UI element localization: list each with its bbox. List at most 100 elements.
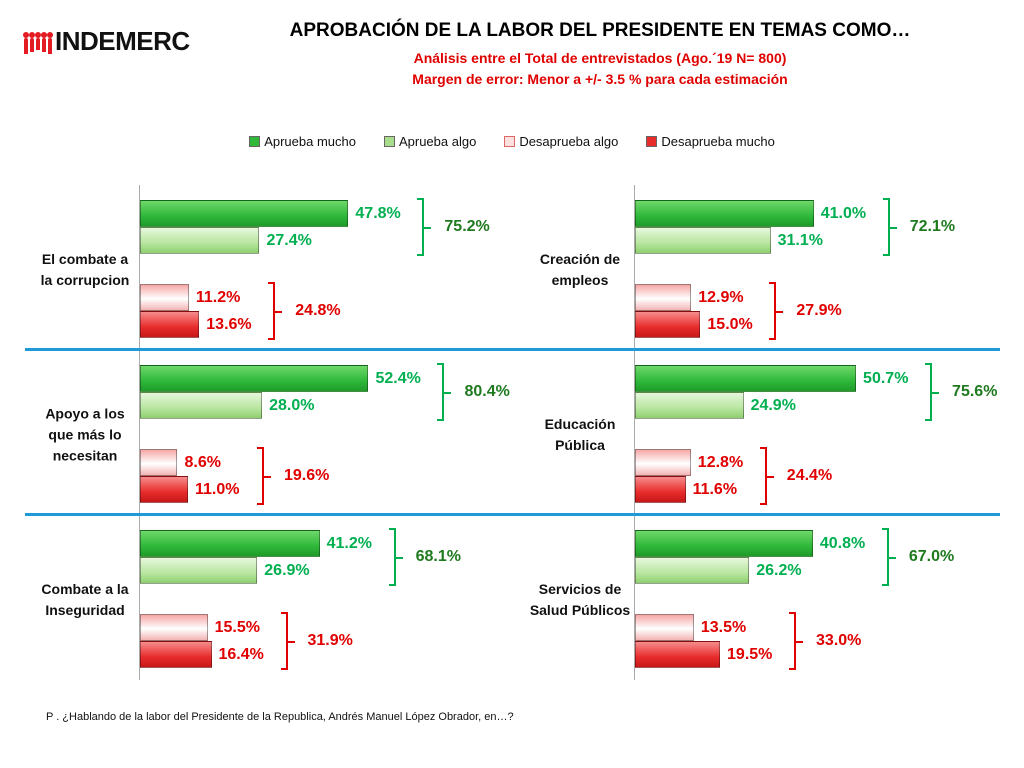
total-approve-total: 68.1% — [415, 548, 461, 565]
total-disapprove-total: 27.9% — [796, 302, 842, 319]
category-label-line: Creación de — [539, 251, 621, 267]
legend-item-desaprueba-algo: Desaprueba algo — [504, 134, 618, 149]
data-label: 26.9% — [264, 562, 310, 579]
legend-swatch — [646, 136, 658, 147]
category-label-line: que más lo — [48, 426, 122, 443]
bar-aprueba-mucho — [635, 365, 857, 392]
bar-desaprueba-algo — [140, 284, 189, 311]
total-approve-total: 75.2% — [444, 218, 490, 235]
bar-desaprueba-mucho — [635, 641, 721, 668]
category-label-line: empleos — [551, 272, 609, 288]
legend-label: Desaprueba algo — [519, 134, 619, 149]
category-label: Apoyo a los que más lo necesitan — [10, 404, 160, 467]
category-label-line: Servicios de — [538, 581, 622, 597]
bracket-disapprove-total — [280, 612, 295, 670]
data-label: 24.9% — [750, 397, 796, 414]
data-label: 41.0% — [820, 205, 867, 222]
bar-desaprueba-algo — [635, 614, 694, 641]
bar-desaprueba-mucho — [635, 311, 701, 338]
legend-label: Aprueba mucho — [264, 134, 356, 149]
category-label: Creación de empleos — [505, 249, 655, 291]
bracket-approve-total — [882, 198, 897, 256]
data-label: 8.6% — [184, 454, 221, 471]
data-label: 52.4% — [375, 370, 421, 387]
data-label: 26.2% — [756, 562, 802, 579]
bar-aprueba-algo — [635, 392, 744, 419]
bar-desaprueba-mucho — [140, 311, 200, 338]
category-axis — [634, 185, 635, 350]
data-label: 13.5% — [700, 619, 747, 636]
category-label-line: Salud Públicos — [529, 602, 631, 618]
bar-aprueba-algo — [140, 227, 260, 254]
category-label: Servicios de Salud Públicos — [505, 579, 655, 621]
data-label: 11.6% — [692, 481, 738, 498]
bar-aprueba-algo — [635, 557, 750, 584]
legend: Aprueba mucho Aprueba algo Desaprueba al… — [0, 134, 1024, 149]
bracket-approve-total — [437, 363, 452, 421]
logo-people-icon — [23, 32, 53, 54]
data-label: 31.1% — [777, 232, 823, 249]
data-label: 40.8% — [819, 535, 866, 552]
data-label: 28.0% — [269, 397, 315, 414]
category-label-line: la corrupcion — [40, 272, 130, 288]
bracket-approve-total — [388, 528, 403, 586]
category-axis — [139, 515, 140, 680]
legend-swatch — [504, 136, 516, 147]
total-disapprove-total: 31.9% — [307, 632, 353, 649]
bar-aprueba-algo — [635, 227, 771, 254]
data-label: 15.5% — [214, 619, 260, 636]
data-label: 50.7% — [863, 370, 909, 387]
bracket-approve-total — [925, 363, 940, 421]
category-axis — [139, 350, 140, 515]
bracket-approve-total — [881, 528, 896, 586]
category-label-line: Educación — [544, 416, 616, 432]
logo-text: INDEMERC — [55, 26, 190, 56]
data-label: 47.8% — [355, 205, 401, 222]
chart-subtitle-sample: Análisis entre el Total de entrevistados… — [413, 50, 787, 66]
bar-aprueba-mucho — [635, 530, 813, 557]
category-label: El combate a la corrupcion — [10, 249, 160, 291]
legend-item-aprueba-algo: Aprueba algo — [383, 134, 476, 149]
bar-aprueba-mucho — [140, 200, 349, 227]
data-label: 15.0% — [707, 316, 753, 333]
row-separator — [25, 513, 1000, 516]
data-label: 41.2% — [326, 535, 372, 552]
total-approve-total: 72.1% — [909, 218, 956, 235]
footnote: P . ¿Hablando de la labor del Presidente… — [46, 711, 514, 723]
legend-swatch — [383, 136, 395, 147]
data-label: 13.6% — [206, 316, 252, 333]
total-disapprove-total: 24.4% — [786, 467, 833, 484]
total-approve-total: 80.4% — [464, 383, 510, 400]
data-label: 12.9% — [698, 289, 744, 306]
data-label: 12.8% — [697, 454, 744, 471]
data-label: 11.0% — [194, 481, 240, 498]
category-label-line: Inseguridad — [45, 602, 125, 618]
category-axis — [139, 185, 140, 350]
data-label: 11.2% — [195, 289, 241, 306]
bar-aprueba-mucho — [140, 530, 320, 557]
category-label-line: necesitan — [52, 447, 118, 464]
total-disapprove-total: 33.0% — [816, 632, 862, 649]
bar-aprueba-algo — [140, 392, 263, 419]
bar-aprueba-mucho — [140, 365, 369, 392]
data-label: 27.4% — [266, 232, 312, 249]
total-approve-total: 75.6% — [952, 383, 998, 400]
category-axis — [634, 350, 635, 515]
bar-desaprueba-mucho — [140, 641, 212, 668]
bracket-disapprove-total — [769, 282, 784, 340]
bracket-approve-total — [417, 198, 432, 256]
bar-desaprueba-mucho — [635, 476, 686, 503]
bar-desaprueba-algo — [635, 449, 691, 476]
bracket-disapprove-total — [256, 447, 271, 505]
bar-aprueba-mucho — [635, 200, 814, 227]
category-axis — [634, 515, 635, 680]
row-separator — [25, 348, 1000, 351]
chart-subtitle-error: Margen de error: Menor a +/- 3.5 % para … — [412, 71, 788, 87]
total-disapprove-total: 19.6% — [283, 467, 330, 484]
bar-desaprueba-mucho — [140, 476, 188, 503]
indemerc-logo: INDEMERC — [23, 26, 190, 56]
legend-item-aprueba-mucho: Aprueba mucho — [249, 134, 356, 149]
category-label-line: El combate a — [41, 251, 129, 267]
data-label: 19.5% — [727, 646, 773, 663]
